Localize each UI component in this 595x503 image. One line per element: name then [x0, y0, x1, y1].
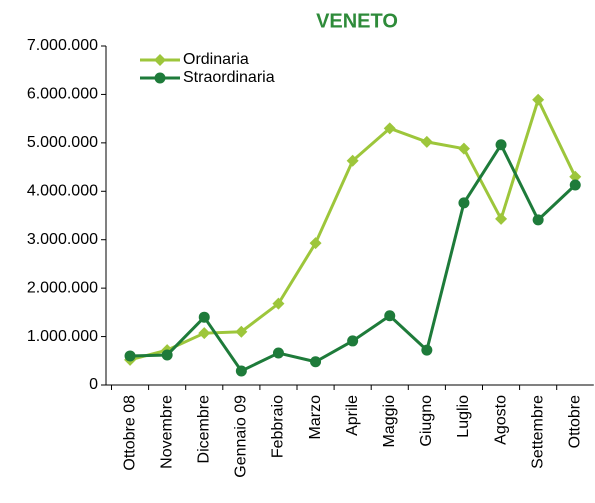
x-tick-label: Settembre: [529, 395, 546, 469]
y-tick-label: 7.000.000: [27, 37, 98, 54]
point: [420, 135, 433, 148]
x-tick-label: Dicembre: [195, 395, 212, 464]
y-tick-label: 2.000.000: [27, 279, 98, 296]
point: [383, 122, 396, 135]
legend-label: Straordinaria: [183, 69, 275, 86]
x-tick-label: Maggio: [381, 395, 398, 448]
legend-label: Ordinaria: [183, 51, 249, 68]
chart-title: VENETO: [316, 10, 398, 32]
point: [458, 197, 470, 209]
point: [495, 139, 507, 151]
x-tick-label: Ottobre: [566, 395, 583, 448]
point: [495, 212, 508, 225]
point: [272, 347, 284, 359]
x-tick-label: Agosto: [492, 395, 509, 445]
x-tick-label: Gennaio 09: [233, 395, 250, 478]
y-tick-label: 0: [89, 376, 98, 393]
point: [457, 142, 470, 155]
point: [235, 365, 247, 377]
y-tick-label: 6.000.000: [27, 86, 98, 103]
legend-marker: [154, 72, 166, 84]
point: [272, 297, 285, 310]
point: [235, 325, 248, 338]
legend-marker: [154, 54, 166, 66]
point: [124, 350, 136, 362]
point: [421, 344, 433, 356]
point: [569, 179, 581, 191]
point: [310, 356, 322, 368]
y-tick-label: 4.000.000: [27, 183, 98, 200]
x-tick-label: Luglio: [455, 395, 472, 438]
x-tick-label: Ottobre 08: [121, 395, 138, 471]
point: [569, 170, 582, 183]
point: [532, 93, 545, 106]
x-tick-label: Febbraio: [270, 395, 287, 458]
x-tick-label: Aprile: [344, 395, 361, 436]
point: [346, 154, 359, 167]
point: [198, 311, 210, 323]
point: [161, 349, 173, 361]
x-tick-label: Marzo: [307, 395, 324, 440]
y-tick-label: 3.000.000: [27, 231, 98, 248]
point: [532, 214, 544, 226]
point: [347, 335, 359, 347]
x-tick-label: Giugno: [418, 395, 435, 447]
series-line: [129, 95, 577, 362]
y-tick-label: 5.000.000: [27, 134, 98, 151]
y-tick-label: 1.000.000: [27, 328, 98, 345]
point: [198, 327, 211, 340]
point: [309, 237, 322, 250]
point: [384, 310, 396, 322]
x-tick-label: Novembre: [158, 395, 175, 469]
